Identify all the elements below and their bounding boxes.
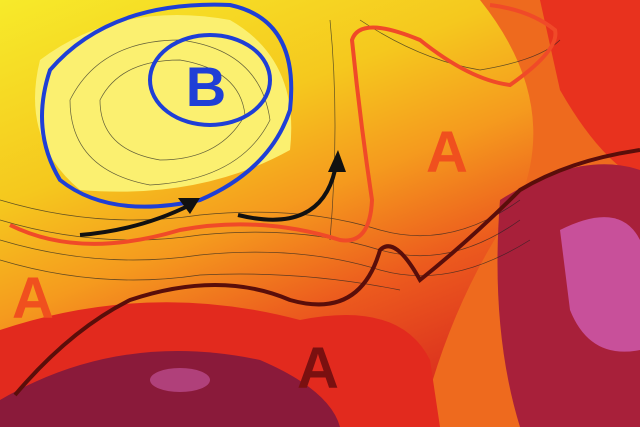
extreme-heat-south — [150, 368, 210, 392]
flow-arrow-west — [79, 203, 191, 237]
high-south-label: A — [297, 336, 339, 401]
cool-air-region — [35, 15, 292, 192]
extreme-heat-east — [560, 217, 640, 352]
flow-arrow-east — [237, 169, 337, 222]
hot-region-northeast — [540, 0, 640, 180]
geopotential-contours — [0, 19, 561, 291]
flow-arrows — [79, 169, 337, 237]
high-east-label: A — [426, 120, 468, 185]
ridge-line-red — [9, 3, 558, 246]
ridge-line-dark — [13, 148, 640, 397]
low-pressure-contours — [40, 2, 294, 209]
high-west-label: A — [12, 266, 54, 331]
arrowhead-east-icon — [328, 150, 346, 172]
arrowhead-west-icon — [178, 198, 200, 214]
low-center-label: B — [186, 55, 226, 118]
